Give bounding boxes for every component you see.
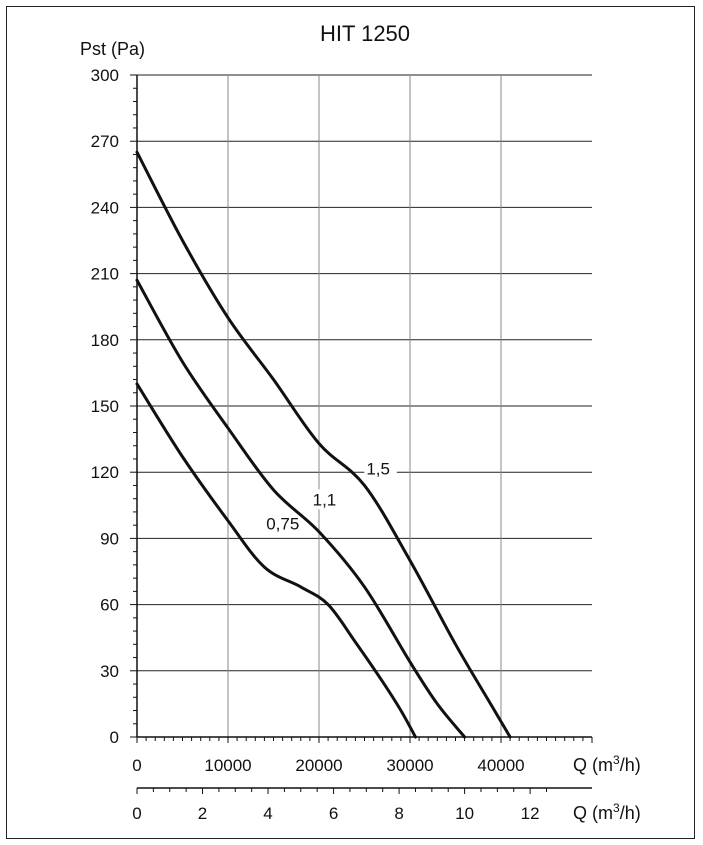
y-tick-label: 210 [91, 265, 119, 284]
x2-tick-label: 0 [132, 804, 141, 823]
y-tick-label: 240 [91, 198, 119, 217]
x-axis-label: Q (m3/h) [573, 753, 641, 775]
y-tick-label: 270 [91, 132, 119, 151]
x2-tick-label: 6 [329, 804, 338, 823]
x-tick-label: 30000 [386, 756, 433, 775]
x2-tick-label: 12 [521, 804, 540, 823]
grid [137, 74, 592, 737]
series-label: 1,1 [313, 490, 337, 509]
y-tick-label: 300 [91, 66, 119, 85]
x2-tick-label: 8 [394, 804, 403, 823]
x-tick-label: 40000 [477, 756, 524, 775]
y-tick-label: 180 [91, 331, 119, 350]
series-label-bg [364, 458, 397, 479]
x-axis-secondary-label: Q (m3/h) [573, 801, 641, 823]
y-axis-label: Pst (Pa) [80, 39, 145, 59]
series-label: 1,5 [366, 459, 390, 478]
x2-tick-label: 4 [263, 804, 272, 823]
y-tick-label: 120 [91, 463, 119, 482]
series-line-3 [135, 150, 512, 739]
chart-title: HIT 1250 [320, 21, 410, 46]
x-tick-label: 0 [132, 756, 141, 775]
y-tick-label: 0 [110, 728, 119, 747]
x-tick-label: 20000 [295, 756, 342, 775]
series-label-bg [310, 489, 344, 510]
series-group: 0,75 1,1 1,5 [135, 150, 512, 739]
y-tick-label: 30 [100, 662, 119, 681]
series-label: 0,75 [266, 515, 299, 534]
axes [130, 74, 593, 794]
series-line-2 [135, 278, 467, 739]
series-label-bg [264, 513, 307, 534]
series-line-1 [135, 382, 417, 739]
y-tick-label: 90 [100, 529, 119, 548]
y-tick-label: 150 [91, 397, 119, 416]
x-tick-label: 10000 [204, 756, 251, 775]
chart-frame [6, 6, 695, 839]
x2-tick-label: 2 [198, 804, 207, 823]
x2-tick-label: 10 [455, 804, 474, 823]
y-tick-label: 60 [100, 596, 119, 615]
